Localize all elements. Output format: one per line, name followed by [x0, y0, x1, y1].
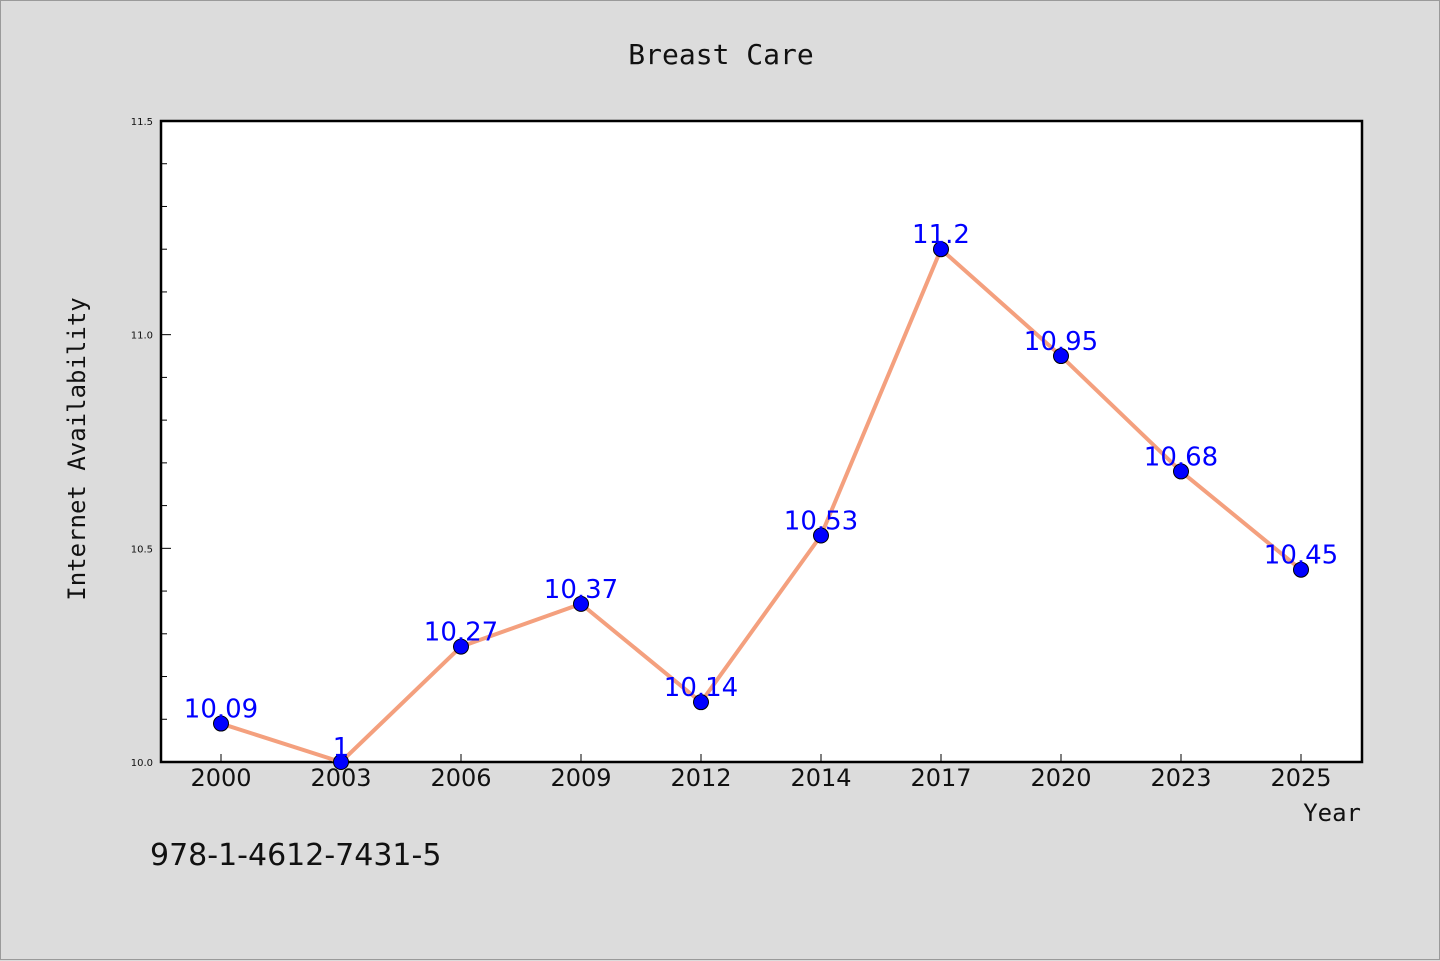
x-tick-label: 2000 [190, 764, 251, 792]
y-tick-label: 10.0 [131, 758, 153, 769]
x-tick-label: 2006 [430, 764, 491, 792]
data-label: 10.53 [784, 507, 858, 537]
data-label: 10.45 [1264, 541, 1338, 571]
x-tick-label: 2020 [1030, 764, 1091, 792]
data-point [693, 694, 709, 711]
data-label: 10.14 [664, 673, 738, 703]
data-label: 10.37 [544, 575, 618, 605]
data-point [453, 638, 469, 655]
data-point [933, 241, 949, 258]
x-tick-label: 2009 [550, 764, 611, 792]
data-point [1053, 348, 1069, 365]
data-label: 10.09 [184, 695, 258, 725]
y-tick-label: 11.0 [131, 331, 153, 342]
data-point [1173, 463, 1189, 480]
data-point [573, 595, 589, 612]
data-label: 10.68 [1144, 442, 1218, 472]
y-axis: 10.0 10.5 11.0 11.5 [131, 117, 171, 769]
data-label: 10.95 [1024, 327, 1098, 357]
x-axis-title: Year [1303, 799, 1361, 827]
x-tick-label: 2023 [1150, 764, 1211, 792]
y-tick-label: 11.5 [131, 117, 153, 128]
chart-title: Breast Care [628, 38, 813, 71]
plot-area [159, 119, 1364, 764]
data-point [1293, 561, 1309, 578]
data-point [213, 715, 229, 732]
y-axis-title: Internet Availability [63, 297, 91, 600]
series-line [220, 247, 1303, 764]
data-point [813, 527, 829, 544]
data-points [213, 241, 1309, 770]
x-tick-label: 2017 [910, 764, 971, 792]
x-tick-label: 2025 [1270, 764, 1331, 792]
data-labels: 10.09 1 10.27 10.37 10.14 10.53 11.2 10.95 10.68… [184, 220, 1338, 763]
y-tick-label: 10.5 [131, 544, 153, 555]
data-label: 11.2 [912, 220, 970, 250]
x-axis: 2000 2003 2006 2009 2012 2014 2017 2020 2023 2025 [190, 754, 1332, 792]
data-label: 1 [333, 733, 350, 763]
footer-identifier: 978-1-4612-7431-5 [150, 838, 441, 873]
x-tick-label: 2012 [670, 764, 731, 792]
x-tick-label: 2014 [790, 764, 851, 792]
data-label: 10.27 [424, 618, 498, 648]
data-point [333, 754, 349, 770]
